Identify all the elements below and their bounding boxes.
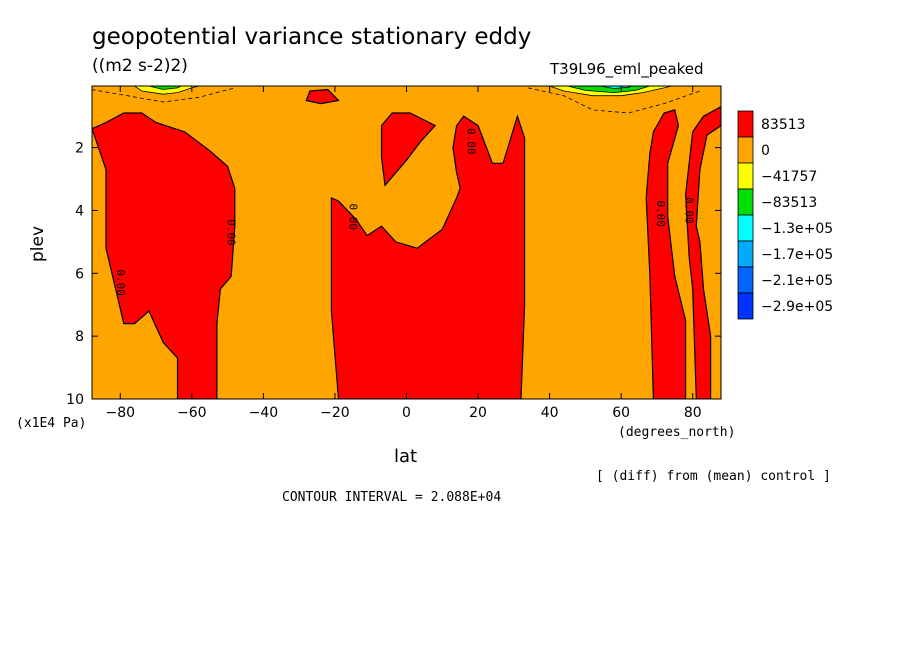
- positive-region-1: [330, 114, 526, 399]
- colorbar-swatch-0: [737, 110, 754, 138]
- colorbar-swatch-1: [737, 136, 754, 164]
- y-tick-label-3: 8: [75, 329, 84, 345]
- positive-regions: [92, 88, 721, 399]
- colorbar-swatch-7: [737, 292, 754, 320]
- x-axis-label: lat: [394, 446, 418, 467]
- x-ticks: −80 −60 −40 −20 0 20 40 60 80: [105, 86, 702, 421]
- positive-region-0: [92, 112, 236, 399]
- y-tick-label-4: 10: [66, 392, 84, 408]
- chart-title: geopotential variance stationary eddy: [92, 24, 532, 50]
- contour-label-1: 0.00: [225, 219, 238, 246]
- colorbar-label-6: −2.1e+05: [761, 273, 833, 289]
- contour-label-0: 0.00: [114, 269, 127, 296]
- negative-region-0: [133, 86, 200, 95]
- positive-region-3: [305, 88, 340, 105]
- contour-labels: 0.00 0.00 0.00 0.00 0.00 0.00: [114, 128, 696, 296]
- x-tick-label-5: 20: [469, 405, 487, 421]
- colorbar-swatch-4: [737, 214, 754, 242]
- x-tick-label-4: 0: [402, 405, 411, 421]
- colorbar-label-1: 0: [761, 143, 770, 159]
- colorbar-label-0: 83513: [761, 117, 806, 133]
- x-axis-units: (degrees_north): [618, 425, 736, 440]
- y-tick-label-2: 6: [75, 266, 84, 282]
- colorbar-label-5: −1.7e+05: [761, 247, 833, 263]
- y-axis-units: (x1E4 Pa): [16, 416, 87, 431]
- colorbar: 83513 0 −41757 −83513 −1.3e+05 −1.7e+05 −2.1e+…: [737, 110, 833, 320]
- contour-label-4: 0.00: [654, 200, 667, 227]
- dashed-contour-0: [92, 87, 235, 103]
- chart-units: ((m2 s-2)2): [92, 56, 188, 76]
- colorbar-label-3: −83513: [761, 195, 817, 211]
- positive-region-4: [645, 109, 687, 399]
- diff-note: [ (diff) from (mean) control ]: [596, 469, 831, 484]
- colorbar-label-7: −2.9e+05: [761, 299, 833, 315]
- x-tick-label-0: −80: [105, 405, 135, 421]
- run-label: T39L96_eml_peaked: [550, 60, 704, 78]
- y-tick-label-0: 2: [75, 141, 84, 157]
- x-tick-label-1: −60: [177, 405, 207, 421]
- y-ticks: 2 4 6 8 10: [66, 141, 721, 408]
- colorbar-swatch-6: [737, 266, 754, 294]
- dashed-contour-1: [528, 87, 701, 114]
- contour-label-2: 0.00: [346, 203, 359, 230]
- contour-interval: CONTOUR INTERVAL = 2.088E+04: [282, 490, 502, 505]
- y-tick-label-1: 4: [75, 203, 84, 219]
- colorbar-swatch-2: [737, 162, 754, 190]
- contour-label-3: 0.00: [464, 128, 477, 155]
- negative-region-1: [148, 86, 182, 90]
- positive-region-2: [380, 112, 437, 187]
- colorbar-label-2: −41757: [761, 169, 817, 185]
- colorbar-label-4: −1.3e+05: [761, 221, 833, 237]
- dashed-contours: [92, 87, 701, 114]
- negative-region-4: [599, 86, 633, 89]
- colorbar-swatch-5: [737, 240, 754, 268]
- x-tick-label-8: 80: [684, 405, 702, 421]
- x-tick-label-3: −20: [320, 405, 350, 421]
- negative-region-3: [567, 86, 650, 94]
- x-tick-label-2: −40: [249, 405, 279, 421]
- x-tick-label-6: 40: [541, 405, 559, 421]
- positive-region-5: [684, 106, 721, 399]
- x-tick-label-7: 60: [612, 405, 630, 421]
- contour-label-5: 0.00: [683, 197, 696, 224]
- colorbar-swatch-3: [737, 188, 754, 216]
- negative-regions: [133, 86, 672, 97]
